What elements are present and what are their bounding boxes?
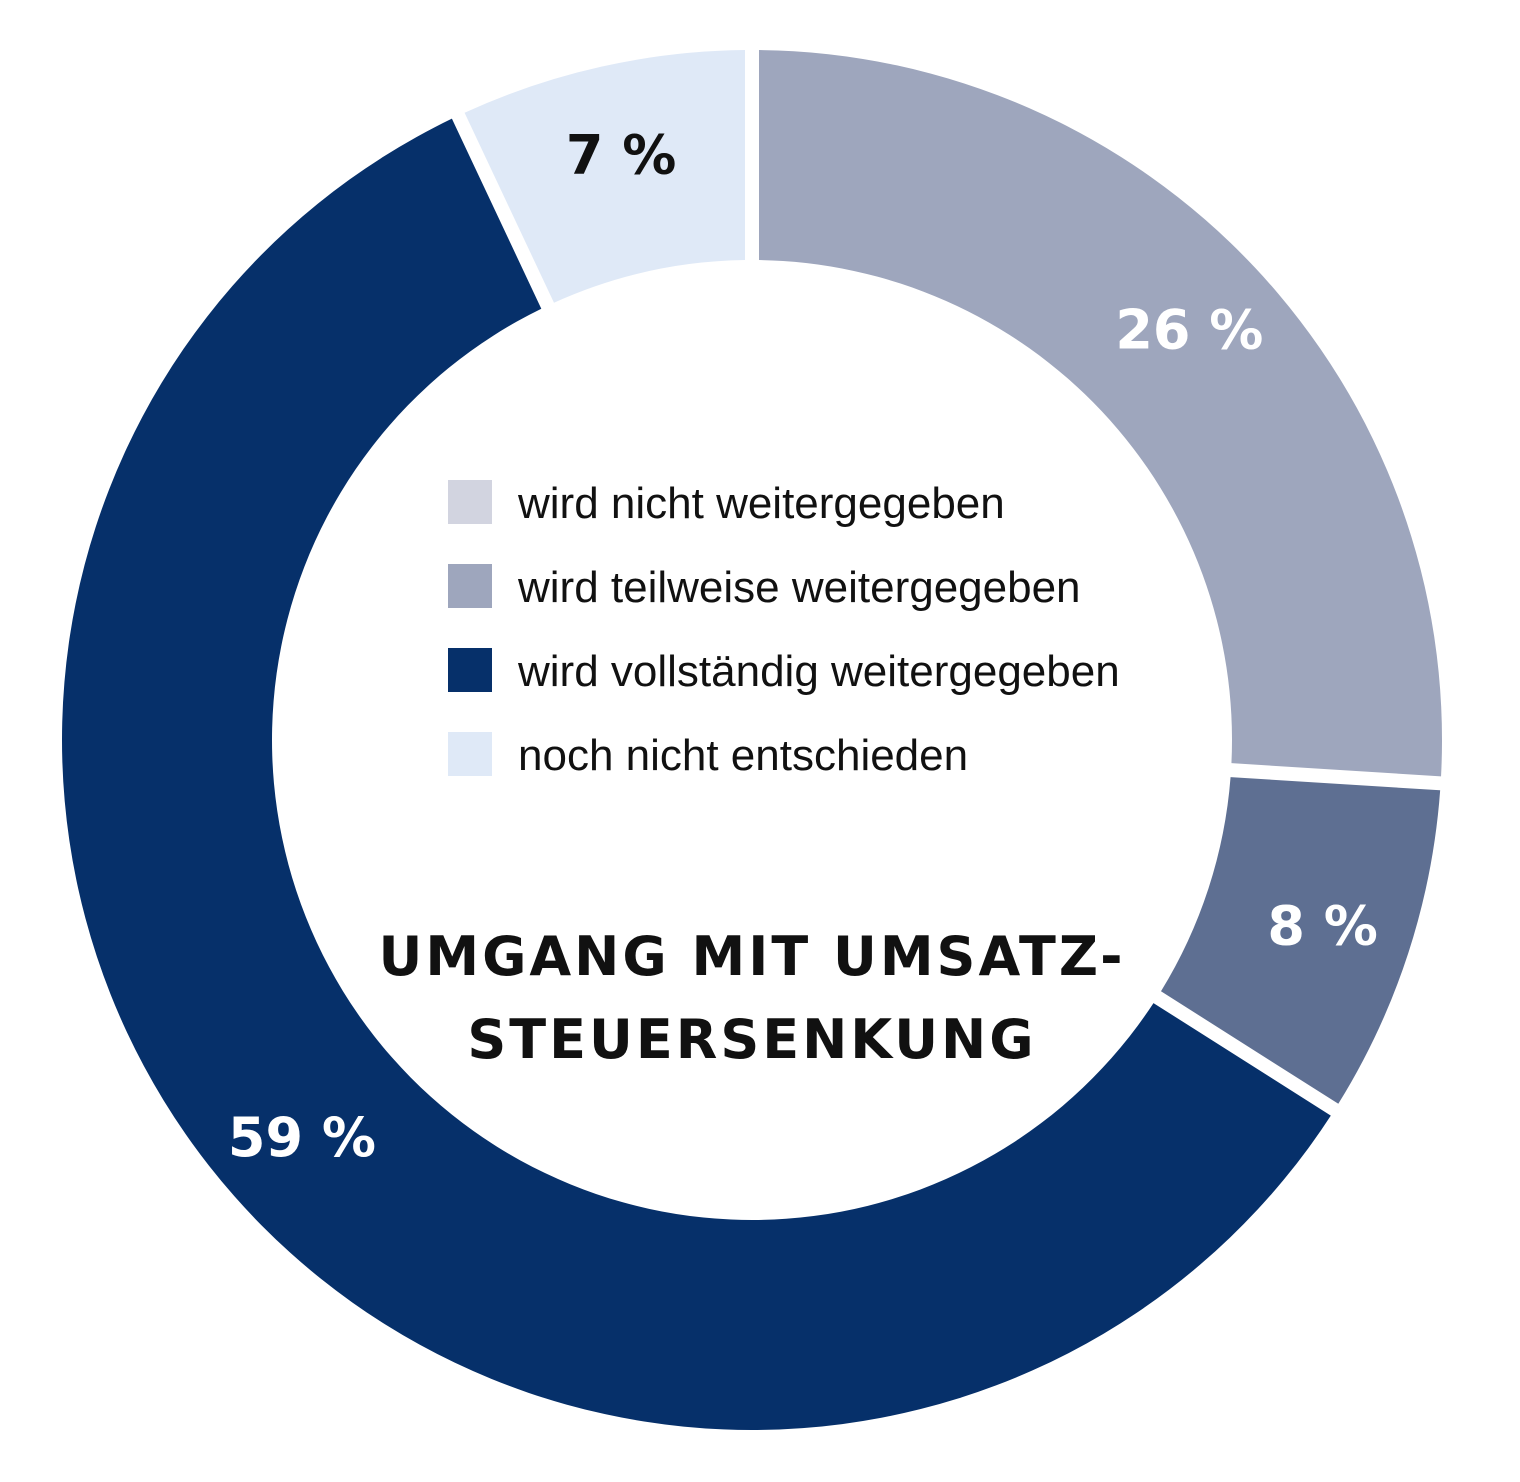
slice-value-label: 26 % (1115, 298, 1263, 361)
chart-title-line-1: UMGANG MIT UMSATZ- (378, 925, 1125, 988)
legend-label: noch nicht entschieden (518, 731, 968, 780)
legend-swatch (448, 564, 492, 608)
slice-labels-layer: 7 % 26 % 8 % 59 % (228, 123, 1378, 1168)
legend: wird nicht weitergegeben wird teilweise w… (448, 479, 1120, 780)
slice-value-label: 8 % (1267, 894, 1377, 957)
slices-layer (62, 50, 1442, 1430)
legend-swatch (448, 648, 492, 692)
chart-title: UMGANG MIT UMSATZ- STEUERSENKUNG (378, 925, 1125, 1071)
slice-value-label: 7 % (566, 123, 676, 186)
legend-item: wird nicht weitergegeben (448, 479, 1005, 528)
legend-label: wird vollständig weitergegeben (517, 647, 1120, 696)
legend-item: wird vollständig weitergegeben (448, 647, 1120, 696)
legend-item: wird teilweise weitergegeben (448, 563, 1081, 612)
legend-swatch (448, 732, 492, 776)
slice-value-label: 59 % (228, 1106, 376, 1169)
legend-item: noch nicht entschieden (448, 731, 968, 780)
legend-label: wird nicht weitergegeben (517, 479, 1005, 528)
donut-slice (464, 50, 746, 303)
donut-slice (1160, 777, 1441, 1104)
legend-label: wird teilweise weitergegeben (517, 563, 1081, 612)
legend-swatch (448, 480, 492, 524)
chart-title-line-2: STEUERSENKUNG (467, 1008, 1036, 1071)
donut-slice (758, 50, 1442, 777)
donut-slice (62, 118, 1331, 1430)
